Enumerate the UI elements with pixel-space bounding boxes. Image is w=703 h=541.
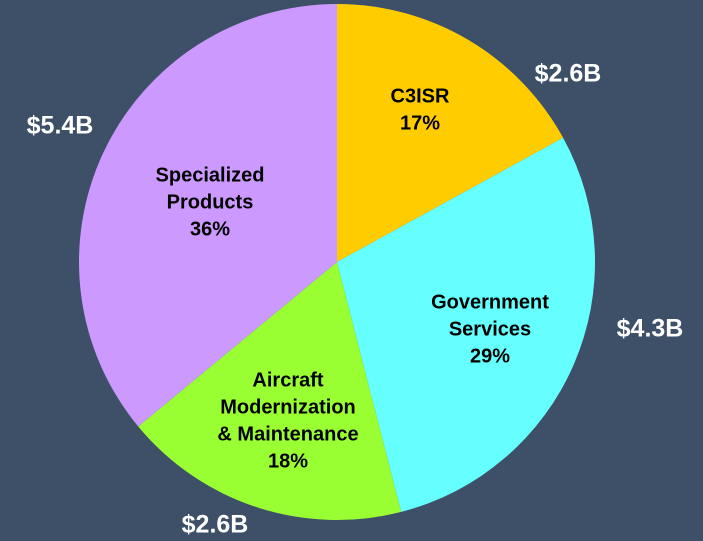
- slice-label: & Maintenance: [217, 423, 358, 445]
- slice-percent: 17%: [400, 112, 440, 134]
- slice-percent: 36%: [190, 218, 230, 240]
- amount-label: $2.6B: [182, 511, 249, 539]
- slice-label: Modernization: [220, 396, 356, 418]
- slice-label: C3ISR: [391, 85, 450, 107]
- amount-label: $5.4B: [27, 112, 94, 140]
- slice-percent: 18%: [268, 450, 308, 472]
- pie-slice: [337, 4, 564, 262]
- pie-slice: [138, 262, 402, 521]
- pie-slice: [337, 137, 595, 512]
- slice-label: Specialized: [156, 164, 265, 186]
- amount-label: $4.3B: [617, 315, 684, 343]
- slice-percent: 29%: [470, 345, 510, 367]
- slice-label: Services: [449, 318, 531, 340]
- slice-label: Aircraft: [252, 369, 323, 391]
- pie-slice: [79, 4, 337, 427]
- slice-label: Products: [167, 191, 254, 213]
- slice-label: Government: [431, 291, 549, 313]
- amount-label: $2.6B: [535, 60, 602, 88]
